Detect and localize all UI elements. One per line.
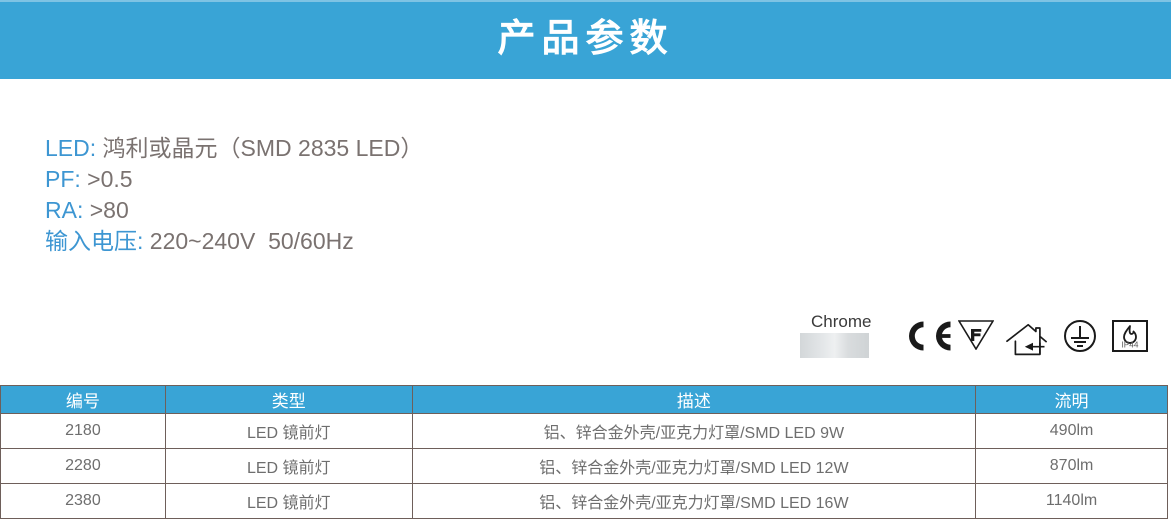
svg-text:IP44: IP44: [1122, 340, 1139, 350]
